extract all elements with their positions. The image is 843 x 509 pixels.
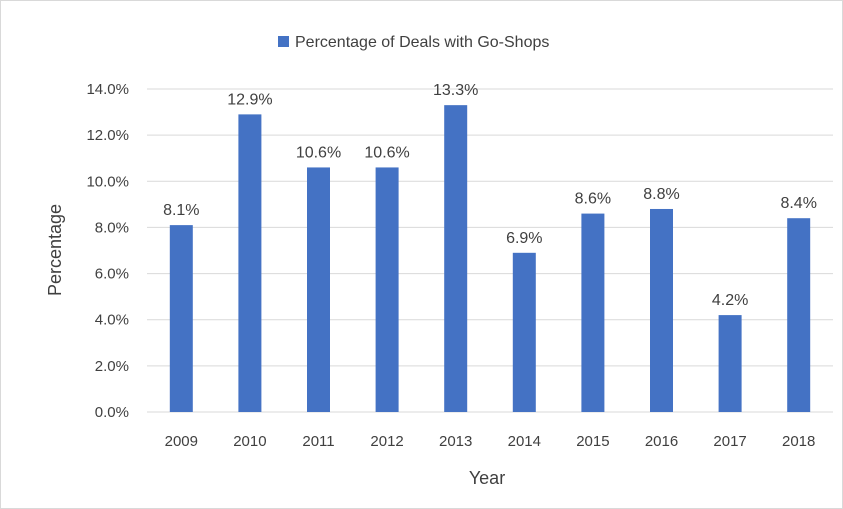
x-tick-label: 2018 xyxy=(782,433,815,450)
bar xyxy=(375,167,399,412)
y-tick-label: 6.0% xyxy=(95,266,129,283)
data-label: 8.6% xyxy=(575,191,611,208)
legend-label: Percentage of Deals with Go-Shops xyxy=(295,34,549,51)
data-label: 10.6% xyxy=(364,144,409,161)
x-tick-label: 2015 xyxy=(576,433,609,450)
legend-swatch xyxy=(278,36,289,47)
x-tick-label: 2017 xyxy=(713,433,746,450)
bar xyxy=(718,315,742,412)
y-tick-label: 0.0% xyxy=(95,404,129,421)
bar xyxy=(444,105,468,413)
y-tick-label: 10.0% xyxy=(86,173,129,190)
y-tick-label: 2.0% xyxy=(95,358,129,375)
y-tick-label: 8.0% xyxy=(95,219,129,236)
x-tick-label: 2009 xyxy=(165,433,198,450)
data-label: 13.3% xyxy=(433,82,478,99)
data-label: 8.1% xyxy=(163,202,199,219)
bar xyxy=(307,167,330,412)
bars xyxy=(169,105,811,413)
y-axis-ticks: 0.0% 2.0% 4.0% 6.0% 8.0% 10.0% 12.0% 14.0% xyxy=(86,81,129,421)
data-labels: 8.1% 12.9% 10.6% 10.6% 13.3% 6.9% 8.6% 8.8% 4.2%… xyxy=(163,82,817,309)
x-axis-ticks: 2009 2010 2011 2012 2013 2014 2015 2016 2017 2018 xyxy=(165,433,816,450)
bar xyxy=(512,252,536,412)
bar xyxy=(581,213,605,412)
x-tick-label: 2013 xyxy=(439,433,472,450)
x-tick-label: 2014 xyxy=(508,433,541,450)
x-tick-label: 2012 xyxy=(370,433,403,450)
data-label: 8.4% xyxy=(780,195,816,212)
data-label: 6.9% xyxy=(506,230,542,247)
data-label: 8.8% xyxy=(643,186,679,203)
x-tick-label: 2010 xyxy=(233,433,266,450)
x-axis-title: Year xyxy=(469,468,505,488)
x-tick-label: 2016 xyxy=(645,433,678,450)
data-label: 12.9% xyxy=(227,91,272,108)
bar xyxy=(169,225,193,412)
bar xyxy=(650,208,673,412)
data-label: 10.6% xyxy=(296,144,341,161)
x-tick-label: 2011 xyxy=(302,433,334,450)
y-axis-title: Percentage xyxy=(45,204,65,296)
data-label: 4.2% xyxy=(712,292,748,309)
legend: Percentage of Deals with Go-Shops xyxy=(278,34,549,51)
y-tick-label: 14.0% xyxy=(86,81,129,98)
y-tick-label: 12.0% xyxy=(86,127,129,144)
bar xyxy=(238,114,262,412)
y-tick-label: 4.0% xyxy=(95,312,129,329)
bar xyxy=(787,218,811,412)
